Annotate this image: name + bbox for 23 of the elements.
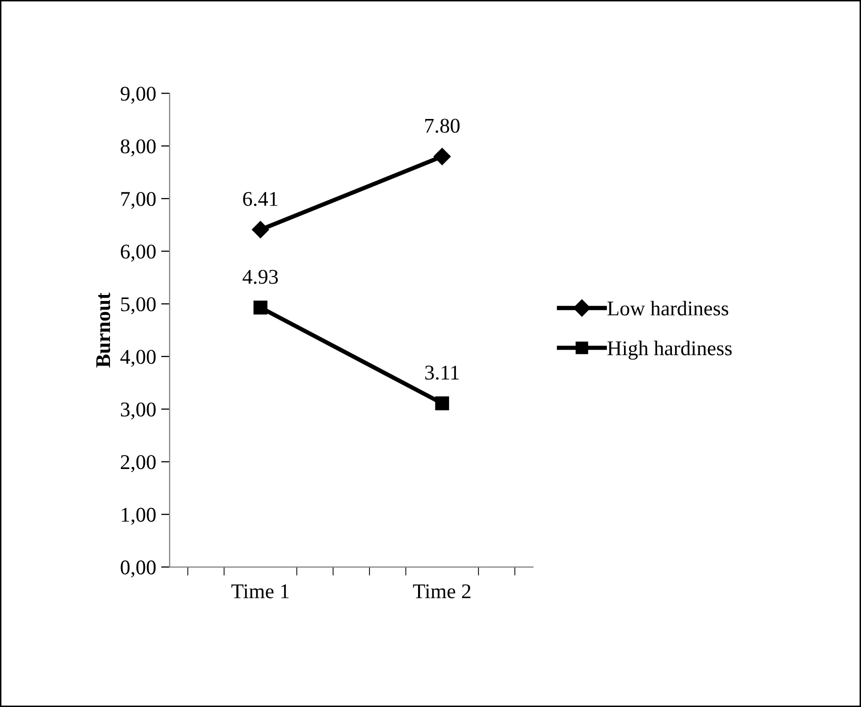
y-tick-label: 0,00 bbox=[120, 560, 156, 578]
data-label: 3.11 bbox=[425, 366, 459, 380]
point bbox=[252, 221, 270, 238]
y-tick-label: 7,00 bbox=[121, 192, 156, 210]
y-tick-label: 5,00 bbox=[121, 297, 156, 314]
y-tick-label: 4,00 bbox=[120, 350, 156, 367]
point bbox=[254, 300, 268, 314]
y-tick-label: 6,00 bbox=[120, 244, 156, 262]
y-tick-label: 2,00 bbox=[120, 455, 156, 472]
x-tick-label: Time 1 bbox=[231, 584, 289, 598]
legend-label: Low hardiness bbox=[607, 300, 728, 316]
y-tick-label: 1,00 bbox=[122, 508, 156, 525]
y-tick-label: 3,00 bbox=[120, 402, 156, 420]
data-label: 4.93 bbox=[242, 270, 278, 284]
data-label: 6.41 bbox=[243, 192, 278, 206]
y-tick-label: 9,00 bbox=[120, 86, 156, 104]
y-tick-label: 8,00 bbox=[120, 139, 156, 156]
x-tick-label: Time 2 bbox=[413, 584, 470, 598]
data-label: 7.80 bbox=[425, 118, 460, 133]
legend-label: High hardiness bbox=[607, 340, 732, 360]
point bbox=[435, 396, 450, 410]
y-axis-title: Burnout bbox=[96, 292, 110, 368]
point bbox=[434, 148, 451, 166]
